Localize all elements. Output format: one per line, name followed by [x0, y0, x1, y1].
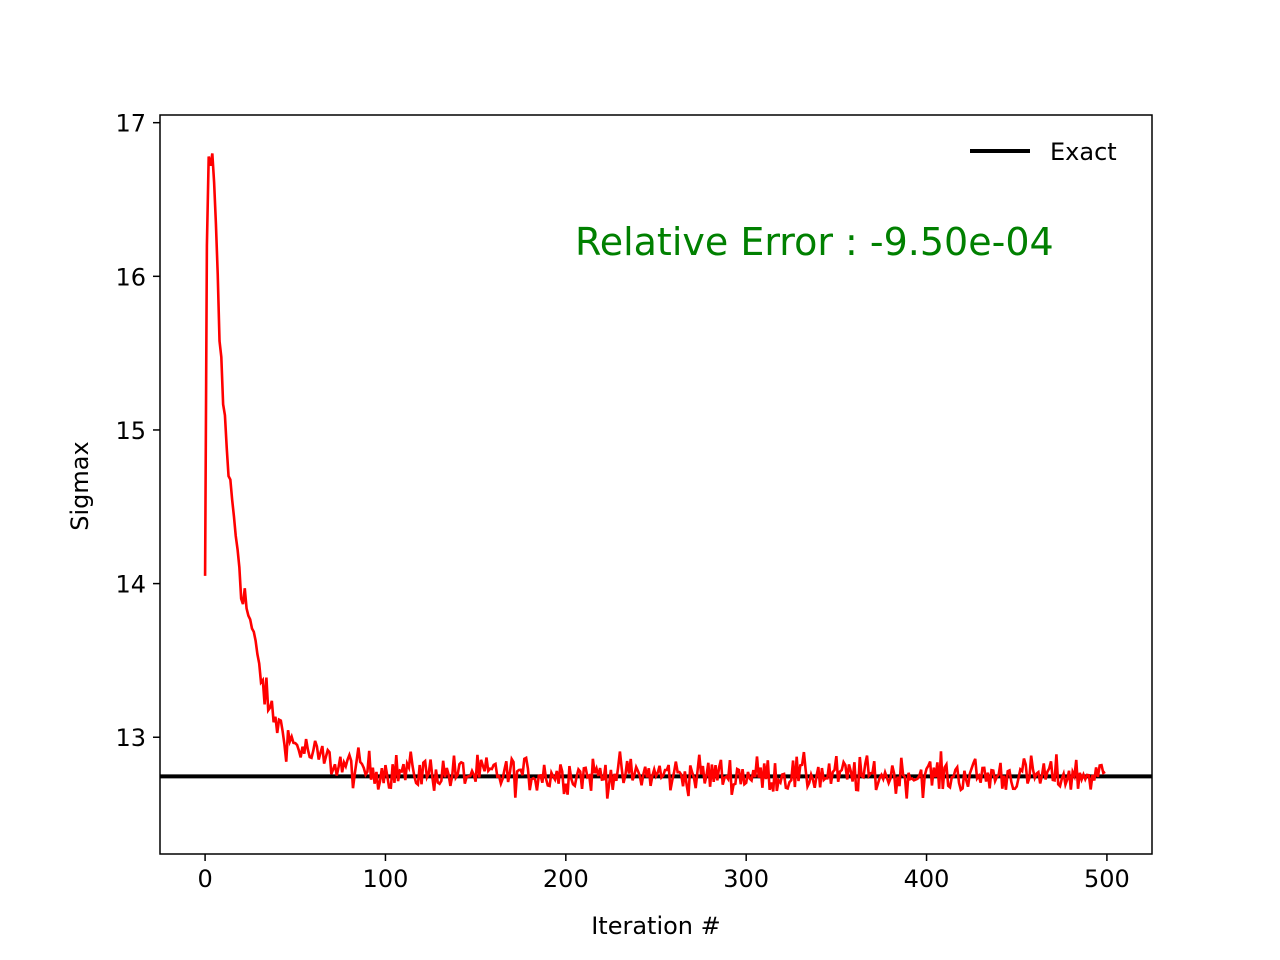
y-tick-label: 15	[115, 417, 146, 445]
x-tick-label: 500	[1084, 865, 1130, 893]
legend-label-exact: Exact	[1050, 138, 1117, 166]
axis-ticks: 0 100 200 300 400 500 13 14 15 16 17	[115, 110, 1129, 893]
y-tick-label: 13	[115, 724, 146, 752]
relative-error-annotation: Relative Error : -9.50e-04	[575, 220, 1054, 264]
x-tick-label: 400	[904, 865, 950, 893]
axes-frame	[159, 114, 1153, 855]
y-tick-label: 16	[115, 263, 146, 291]
x-tick-label: 100	[363, 865, 409, 893]
y-axis-label: Sigmax	[66, 441, 94, 530]
x-tick-label: 200	[543, 865, 589, 893]
legend: Exact	[970, 138, 1117, 166]
x-tick-label: 300	[723, 865, 769, 893]
series-iteration-line	[203, 153, 1106, 799]
y-tick-label: 17	[115, 110, 146, 138]
x-axis-label: Iteration #	[591, 912, 721, 940]
plot-area	[160, 153, 1152, 799]
y-tick-label: 14	[115, 571, 146, 599]
x-tick-label: 0	[197, 865, 212, 893]
